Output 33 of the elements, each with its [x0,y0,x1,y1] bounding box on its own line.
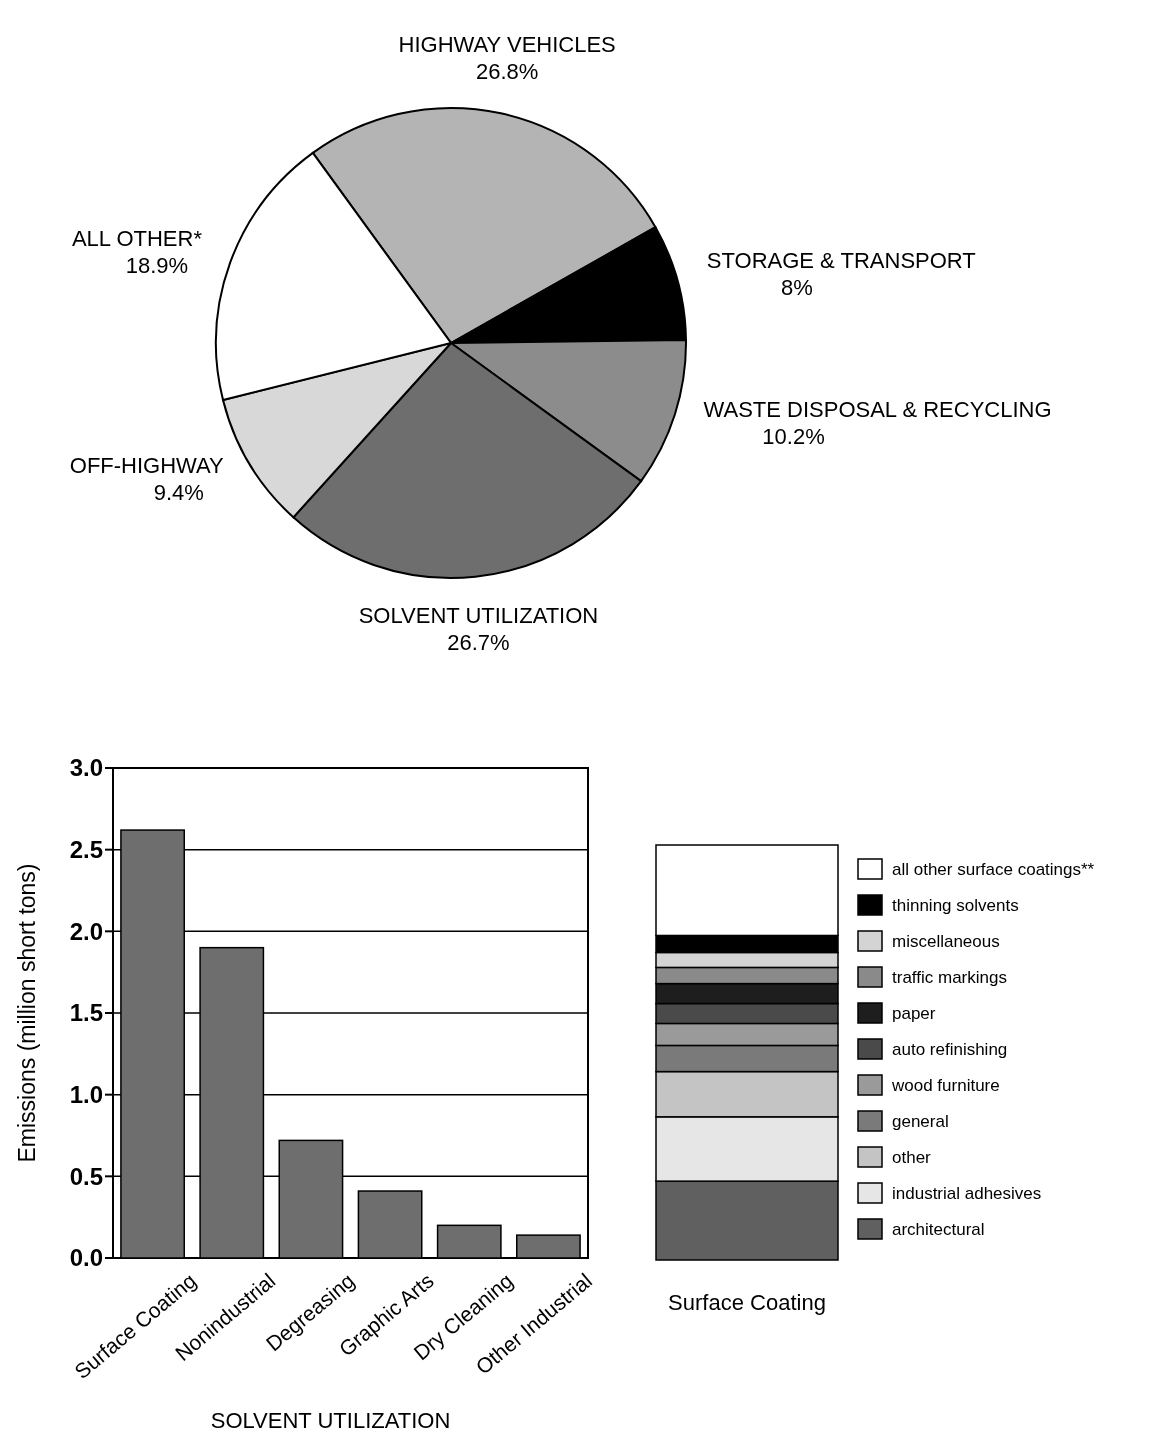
x-axis-title: SOLVENT UTILIZATION [210,1408,451,1433]
legend-label: all other surface coatings** [892,859,1095,879]
legend-label: industrial adhesives [892,1183,1042,1203]
y-tick-label: 0.0 [69,1244,103,1272]
legend-label: wood furniture [891,1075,1000,1095]
legend-label: thinning solvents [892,895,1019,915]
data-label: 18.9% [125,253,189,279]
slice-label: SOLVENT UTILIZATION [358,602,599,628]
slice-label: ALL OTHER* [71,226,203,252]
y-tick-label: 2.0 [69,917,103,945]
data-label: 10.2% [762,424,825,450]
slice-label: STORAGE & TRANSPORT [706,247,976,273]
data-label: 8% [780,274,813,300]
legend-label: miscellaneous [892,931,1000,951]
data-label: 9.4% [153,480,204,506]
y-tick-label: 3.0 [69,754,103,782]
data-label: 26.7% [447,629,510,655]
data-label: 26.8% [475,59,539,85]
y-axis-title: Emissions (million short tons) [14,863,40,1163]
legend-label: auto refinishing [892,1039,1008,1059]
y-tick-label: 1.0 [69,1081,103,1109]
slice-label: HIGHWAY VEHICLES [398,32,616,58]
y-tick-label: 1.5 [69,999,103,1027]
x-tick-label: Surface Coating [668,1290,826,1315]
legend-label: other [892,1147,932,1167]
legend-label: architectural [892,1219,985,1239]
legend-label: traffic markings [892,967,1007,987]
slice-label: OFF-HIGHWAY [69,453,225,479]
legend-label: general [892,1111,949,1131]
legend-label: paper [892,1003,936,1023]
slice-label: WASTE DISPOSAL & RECYCLING [703,397,1052,423]
y-tick-label: 2.5 [69,836,103,864]
y-tick-label: 0.5 [69,1162,103,1190]
